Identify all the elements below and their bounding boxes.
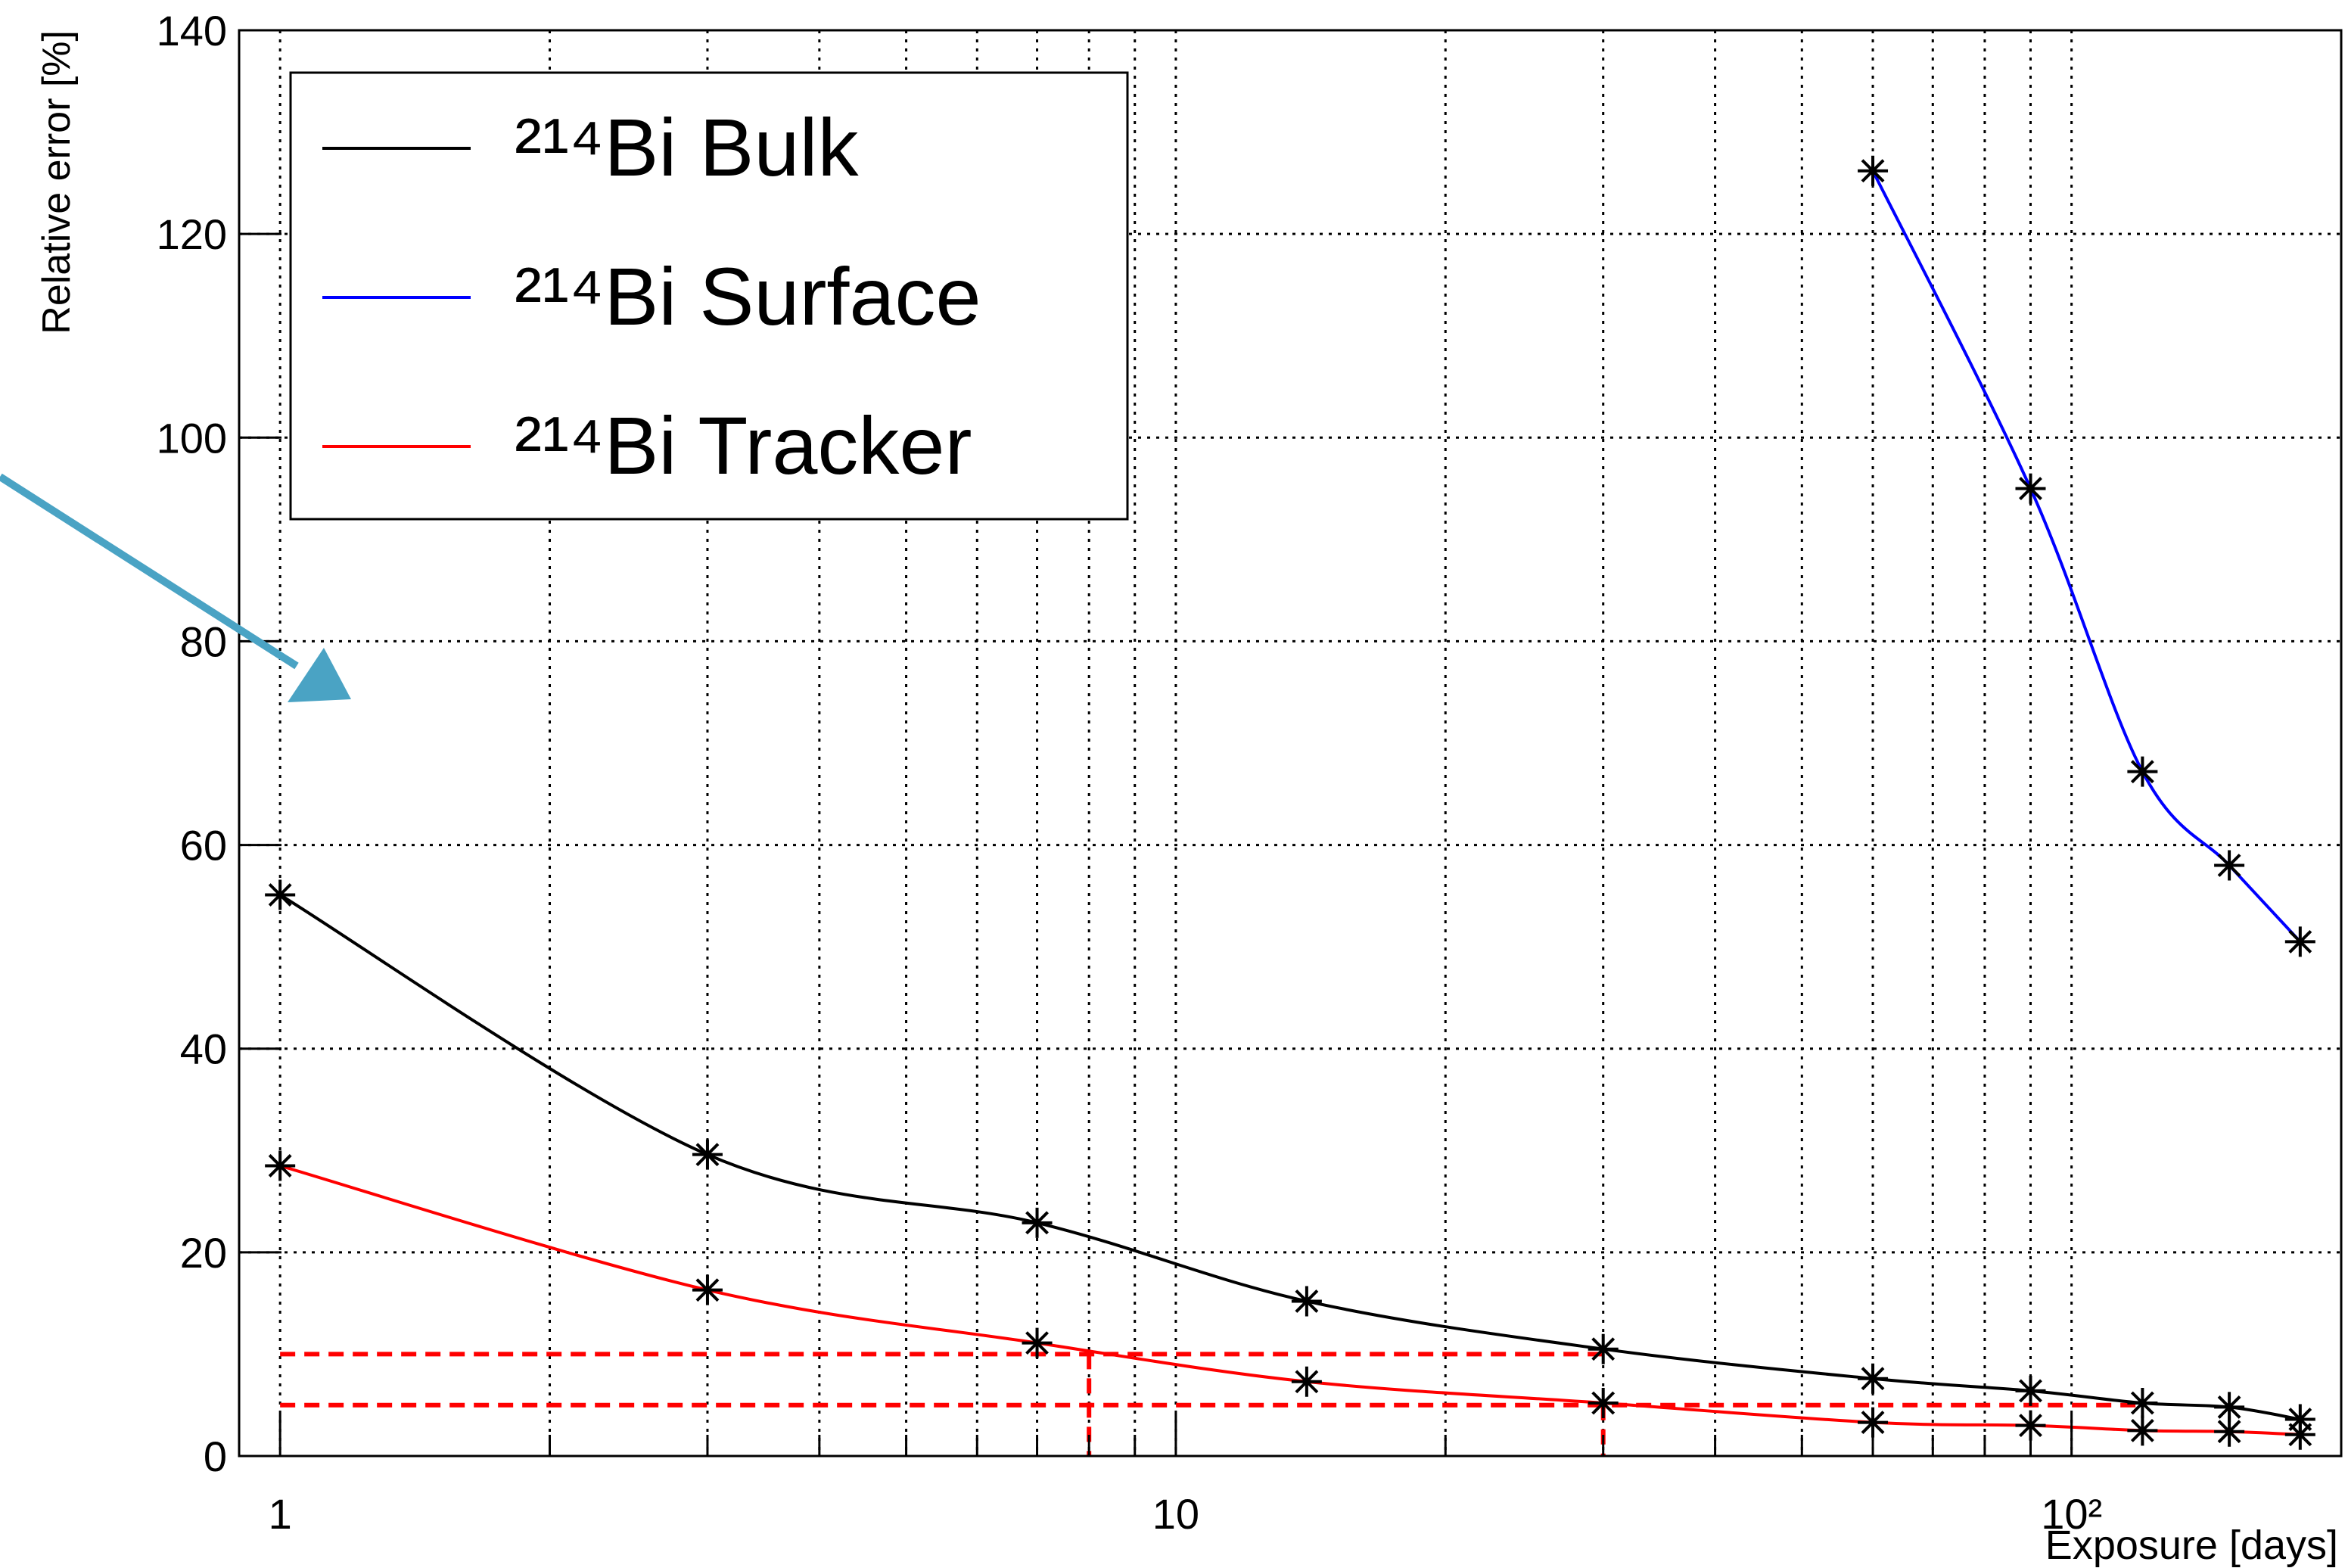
plot-frame <box>238 29 2343 1458</box>
y-tick-label: 20 <box>180 1229 227 1277</box>
axes: 0 20 40 60 80 100 120 140 1 10 10² <box>157 7 2343 1538</box>
annotation-arrow <box>0 473 351 702</box>
legend-label: ²¹⁴Bi Surface <box>515 250 981 342</box>
marker <box>1858 1363 1889 1394</box>
marker <box>1588 1333 1619 1364</box>
marker <box>2127 756 2158 787</box>
arrow-shaft <box>0 473 299 670</box>
marker <box>1291 1366 1322 1397</box>
legend-label: ²¹⁴Bi Tracker <box>515 400 972 491</box>
y-tick-label: 120 <box>157 210 227 258</box>
marker <box>1022 1327 1053 1358</box>
marker <box>265 1150 296 1181</box>
marker <box>2015 1410 2046 1441</box>
marker <box>2284 926 2315 957</box>
x-tick-label: 10 <box>1152 1490 1199 1538</box>
y-axis-title: Relative error [%] <box>35 30 79 334</box>
marker <box>1588 1388 1619 1419</box>
y-tick-label: 100 <box>157 414 227 462</box>
marker <box>1858 155 1889 186</box>
marker <box>1291 1286 1322 1317</box>
marker <box>2284 1404 2315 1435</box>
marker <box>2214 850 2245 881</box>
marker <box>1858 1407 1889 1438</box>
markers <box>265 155 2315 1450</box>
x-axis-title: Exposure [days] <box>2045 1523 2338 1568</box>
y-tick-label: 0 <box>204 1433 227 1480</box>
marker <box>692 1274 723 1305</box>
marker <box>1022 1207 1053 1238</box>
arrow-head <box>288 648 351 702</box>
marker <box>2015 473 2046 504</box>
marker <box>2015 1375 2046 1406</box>
y-tick-label: 140 <box>157 7 227 54</box>
marker <box>2127 1415 2158 1446</box>
x-tick-label: 10² <box>2041 1490 2102 1538</box>
marker <box>265 879 296 910</box>
legend-label: ²¹⁴Bi Bulk <box>515 101 859 193</box>
marker <box>692 1139 723 1170</box>
legend: ²¹⁴Bi Bulk ²¹⁴Bi Surface ²¹⁴Bi Tracker <box>289 71 1129 521</box>
marker <box>2214 1392 2245 1423</box>
y-tick-label: 40 <box>180 1025 227 1073</box>
y-tick-label: 60 <box>180 822 227 870</box>
x-tick-label: 1 <box>269 1490 292 1538</box>
y-tick-label: 80 <box>180 618 227 665</box>
series-line <box>279 1164 2300 1436</box>
marker <box>2127 1388 2158 1419</box>
marker <box>2214 1416 2245 1447</box>
marker <box>2284 1419 2315 1450</box>
